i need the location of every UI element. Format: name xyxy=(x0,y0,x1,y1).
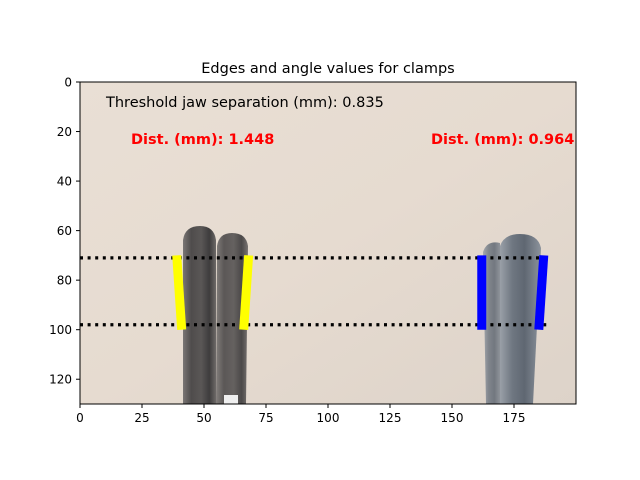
left-clamp-jaw-1 xyxy=(183,226,216,404)
y-tick-label: 60 xyxy=(57,224,72,238)
left-clamp-jaw-2 xyxy=(216,233,248,404)
threshold-annotation: Threshold jaw separation (mm): 0.835 xyxy=(105,95,384,111)
x-tick-label: 50 xyxy=(196,411,211,425)
right-clamp-jaw-2 xyxy=(500,234,541,404)
y-tick-label: 100 xyxy=(49,323,72,337)
x-axis: 0 25 50 75 100 125 150 175 xyxy=(76,404,525,425)
x-tick-label: 175 xyxy=(503,411,526,425)
y-axis: 0 20 40 60 80 100 120 xyxy=(49,76,80,387)
x-tick-label: 125 xyxy=(379,411,402,425)
x-tick-label: 25 xyxy=(134,411,149,425)
chart-title: Edges and angle values for clamps xyxy=(201,61,454,77)
y-tick-label: 20 xyxy=(57,125,72,139)
y-tick-label: 0 xyxy=(64,76,72,90)
y-tick-label: 80 xyxy=(57,274,72,288)
clamp-photo xyxy=(80,82,576,404)
measurement-label-left: Dist. (mm): 1.448 xyxy=(131,132,274,148)
x-tick-label: 75 xyxy=(258,411,273,425)
clamp-1-edge-line xyxy=(172,255,187,330)
x-tick-label: 0 xyxy=(76,411,84,425)
clamp-2-edge-line xyxy=(534,255,549,330)
x-tick-label: 150 xyxy=(441,411,464,425)
x-tick-label: 100 xyxy=(317,411,340,425)
measurement-label-right: Dist. (mm): 0.964 xyxy=(431,132,574,148)
y-tick-label: 120 xyxy=(49,373,72,387)
y-tick-label: 40 xyxy=(57,175,72,189)
clamp-1-edge-line xyxy=(239,255,254,330)
